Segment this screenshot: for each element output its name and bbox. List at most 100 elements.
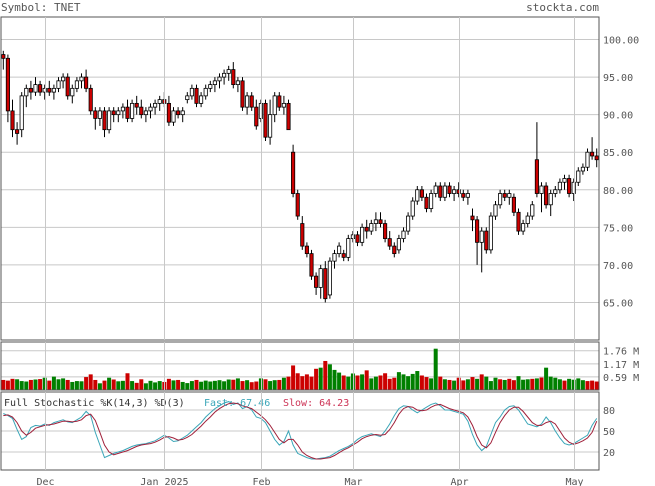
- candle-up: [401, 230, 406, 239]
- volume-bar-up: [120, 380, 125, 390]
- time-tick-label: May: [565, 477, 583, 486]
- volume-bar-up: [571, 379, 576, 390]
- candle-down: [5, 57, 10, 112]
- candle-down: [383, 223, 388, 239]
- candle-up: [70, 87, 75, 97]
- volume-bar-down: [507, 378, 512, 390]
- candle-up: [396, 238, 401, 251]
- candle-down: [111, 110, 116, 116]
- volume-bar-up: [350, 373, 355, 390]
- volume-bar-up: [143, 383, 148, 390]
- volume-bar-up: [337, 372, 342, 390]
- volume-bar-up: [475, 378, 480, 390]
- volume-bar-up: [148, 380, 153, 390]
- volume-bar-down: [387, 378, 392, 390]
- volume-bar-up: [245, 380, 250, 390]
- candle-down: [470, 215, 475, 221]
- candle-down: [378, 219, 383, 224]
- volume-bar-down: [5, 380, 10, 390]
- candle-up: [171, 110, 176, 123]
- volume-bar-down: [249, 382, 254, 390]
- candle-up: [208, 84, 213, 89]
- candle-down: [511, 196, 516, 213]
- volume-bar-up: [406, 376, 411, 390]
- candle-down: [125, 106, 130, 119]
- candle-down: [419, 189, 424, 198]
- candle-down: [295, 193, 300, 217]
- candle-up: [130, 102, 135, 119]
- candle-up: [222, 72, 227, 78]
- candle-up: [530, 204, 535, 217]
- candle-up: [212, 80, 217, 86]
- candle-up: [107, 110, 112, 131]
- symbol-label: Symbol: TNET: [1, 1, 81, 14]
- price-tick-label: 100.00: [603, 36, 639, 47]
- candle-up: [433, 185, 438, 194]
- volume-bar-up: [534, 378, 539, 390]
- volume-bar-down: [364, 370, 369, 390]
- volume-bar-down: [194, 379, 199, 390]
- candle-down: [590, 151, 595, 157]
- volume-bar-down: [139, 379, 144, 390]
- candle-down: [15, 129, 20, 134]
- volume-bar-up: [51, 376, 56, 390]
- volume-bar-down: [254, 381, 259, 390]
- volume-frame: [0, 341, 600, 391]
- candle-up: [350, 234, 355, 239]
- candle-down: [93, 110, 98, 119]
- candle-down: [387, 238, 392, 247]
- stochastic-line-slow: [3, 402, 598, 460]
- candle-up: [452, 189, 457, 194]
- volume-bar-up: [327, 364, 332, 390]
- volume-bar-down: [277, 379, 282, 390]
- volume-bar-up: [189, 381, 194, 390]
- candle-up: [539, 185, 544, 194]
- candle-up: [180, 110, 185, 116]
- volume-bar-up: [33, 379, 38, 390]
- volume-bar-up: [208, 381, 213, 390]
- candle-down: [314, 275, 319, 288]
- candle-down: [475, 219, 480, 243]
- volume-bar-up: [203, 380, 208, 390]
- candle-up: [562, 178, 567, 183]
- volume-bar-up: [130, 381, 135, 390]
- volume-bar-up: [157, 381, 162, 390]
- candle-up: [576, 170, 581, 183]
- volume-bar-down: [47, 380, 52, 390]
- volume-tick-label: 0.59 M: [603, 373, 639, 384]
- volume-bar-up: [525, 379, 530, 390]
- candle-up: [332, 253, 337, 262]
- volume-bar-up: [116, 381, 121, 390]
- volume-bar-up: [576, 378, 581, 390]
- candle-down: [139, 106, 144, 116]
- stochastic-line-fast: [3, 401, 598, 460]
- volume-bar-up: [107, 377, 112, 390]
- stochastic-fast-label: Fast: 67.46: [204, 398, 270, 409]
- volume-bar-down: [479, 374, 484, 390]
- candle-up: [51, 87, 56, 93]
- candle-up: [479, 230, 484, 243]
- candle-down: [392, 245, 397, 255]
- candle-up: [203, 87, 208, 97]
- candle-down: [502, 193, 507, 198]
- candle-up: [235, 80, 240, 86]
- candle-up: [521, 223, 526, 232]
- candle-up: [153, 102, 158, 108]
- candle-up: [120, 106, 125, 112]
- volume-bar-down: [102, 380, 107, 390]
- candle-down: [286, 102, 291, 131]
- candle-down: [341, 253, 346, 258]
- candle-up: [415, 189, 420, 202]
- price-tick-label: 75.00: [603, 223, 633, 234]
- volume-bar-up: [429, 378, 434, 390]
- price-tick-label: 65.00: [603, 298, 633, 309]
- candle-up: [245, 95, 250, 108]
- candle-down: [134, 102, 139, 108]
- volume-bar-up: [61, 378, 66, 390]
- candle-up: [33, 84, 38, 93]
- candle-down: [456, 189, 461, 194]
- candle-down: [263, 102, 268, 138]
- volume-bar-up: [521, 379, 526, 390]
- volume-panel: 1.76 M 1.17 M 0.59 M: [0, 341, 639, 391]
